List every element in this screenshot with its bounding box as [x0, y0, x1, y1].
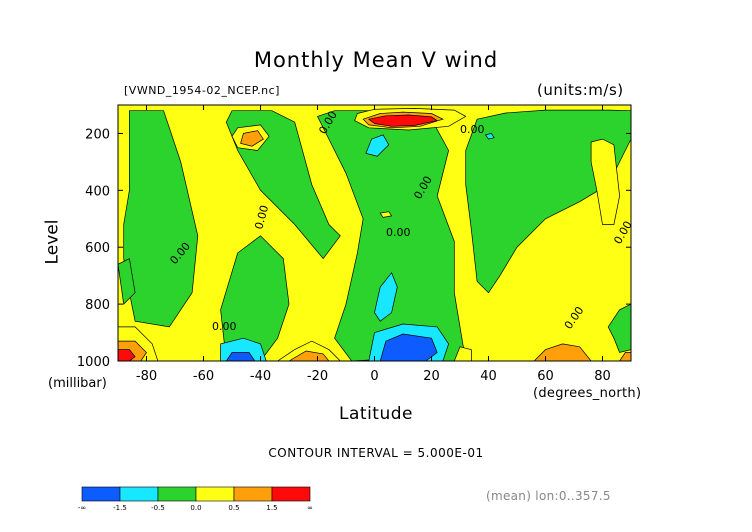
contour-region-7: [225, 352, 256, 361]
contour-interval: CONTOUR INTERVAL = 5.000E-01: [268, 446, 484, 460]
contour-region-26: [118, 349, 136, 361]
contour-region-20: [485, 132, 495, 140]
y-tick-label-0: 200: [85, 127, 110, 142]
legend-swatch-2: [157, 486, 197, 502]
legend-label-1: -1.5: [113, 504, 127, 512]
y-tick-label-1: 400: [85, 184, 110, 199]
units-label: (units:m/s): [537, 81, 624, 99]
contour-region-5: [220, 235, 290, 361]
contour-region-21: [590, 138, 620, 225]
legend-label-5: 1.5: [266, 504, 277, 512]
legend-label-4: 0.5: [228, 504, 239, 512]
contour-region-0: [123, 110, 199, 328]
contour-label-2: 0.00: [252, 204, 271, 231]
contour-region-22: [607, 303, 631, 353]
x-tick-label-5: 20: [423, 369, 440, 384]
contour-region-17: [379, 333, 438, 361]
dataset-label: [VWND_1954-02_NCEP.nc]: [124, 84, 280, 97]
legend-label-0: -∞: [78, 504, 86, 512]
legend-swatch-4: [233, 486, 273, 502]
contour-region-13: [379, 211, 393, 218]
y-axis: 200 400 600 800 1000: [77, 127, 631, 370]
contour-fills: [118, 108, 631, 361]
contour-region-12: [367, 114, 439, 127]
contour-region-23: [118, 258, 136, 305]
chart-title: Monthly Mean V wind: [253, 48, 499, 72]
contour-region-27: [533, 343, 592, 361]
y-tick-label-4: 1000: [77, 355, 110, 370]
x-axis-label: Latitude: [339, 404, 413, 424]
x-tick-label-8: 80: [594, 369, 611, 384]
contour-region-3: [240, 130, 264, 147]
contour-region-14: [365, 134, 390, 157]
legend-swatch-0: [81, 486, 121, 502]
legend-swatch-1: [119, 486, 159, 502]
x-tick-label-6: 40: [480, 369, 497, 384]
x-tick-label-4: 0: [370, 369, 378, 384]
color-legend: -∞ -1.5 -0.5 0.0 0.5 1.5 ∞: [78, 486, 313, 512]
x-tick-label-7: 60: [537, 369, 554, 384]
mean-note: (mean) lon:0..357.5: [486, 489, 611, 503]
x-axis-unit: (degrees_north): [533, 386, 642, 401]
x-tick-label-0: -80: [136, 369, 157, 384]
contour-region-18: [453, 346, 472, 361]
legend-label-2: -0.5: [151, 504, 165, 512]
legend-swatch-3: [195, 486, 235, 502]
contour-region-9: [288, 350, 330, 361]
y-axis-unit: (millibar): [48, 376, 107, 391]
x-axis: -80 -60 -40 -20 0 20 40 60 80: [136, 105, 611, 384]
contour-label-1: 0.00: [212, 320, 237, 333]
y-tick-label-2: 600: [85, 241, 110, 256]
legend-label-3: 0.0: [190, 504, 201, 512]
legend-swatch-5: [271, 486, 311, 502]
contour-region-15: [374, 272, 398, 322]
contour-region-19: [465, 109, 631, 294]
x-tick-label-1: -60: [193, 369, 214, 384]
contour-region-28: [619, 352, 631, 361]
legend-label-6: ∞: [307, 504, 313, 512]
y-tick-label-3: 800: [85, 298, 110, 313]
x-tick-label-3: -20: [307, 369, 328, 384]
contour-label-8: 0.00: [386, 226, 411, 239]
x-tick-label-2: -40: [250, 369, 271, 384]
contour-label-4: 0.00: [460, 123, 485, 136]
